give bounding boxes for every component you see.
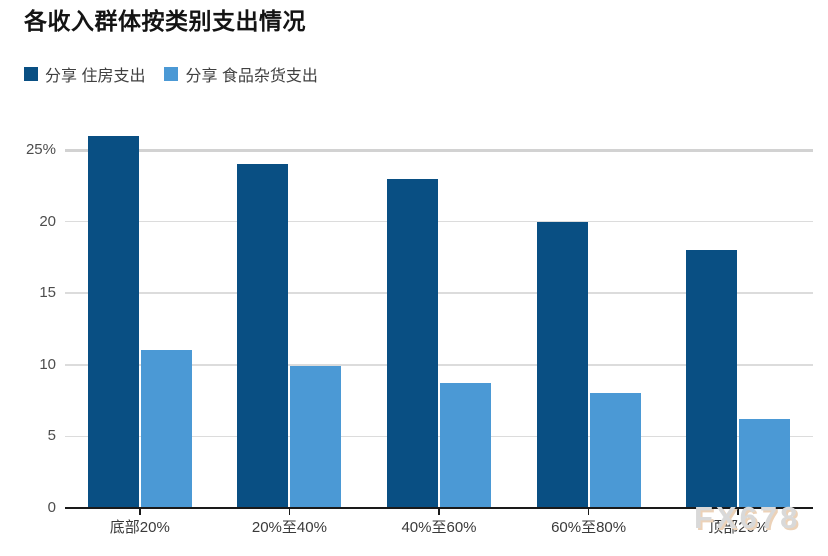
- gridline-5: [65, 435, 813, 438]
- watermark: FX678: [694, 500, 801, 535]
- x-axis-category-label: 40%至60%: [401, 519, 477, 536]
- x-axis-category-label: 底部20%: [109, 519, 170, 536]
- legend-item-1: 分享 食品杂货支出: [164, 62, 318, 86]
- y-axis-tick-label: 20: [39, 212, 56, 230]
- x-axis-tick: [587, 508, 590, 515]
- x-axis-category-label: 20%至40%: [251, 519, 327, 536]
- bar-groceries-0: [140, 350, 192, 508]
- legend-swatch-icon: [24, 67, 38, 81]
- x-axis-tick: [737, 508, 739, 515]
- bar-housing-3: [536, 221, 588, 508]
- bar-groceries-1: [290, 366, 342, 508]
- x-axis-category-label: 60%至80%: [551, 519, 627, 536]
- x-axis-line: [65, 506, 813, 509]
- gridline-25: [65, 148, 813, 152]
- bar-housing-4: [686, 250, 738, 508]
- y-axis-tick-label: 0: [47, 499, 56, 516]
- chart-title: 各收入群体按类别支出情况: [24, 8, 306, 34]
- legend-item-label: 分享 食品杂货支出: [185, 68, 318, 85]
- x-axis-tick: [438, 508, 440, 515]
- bar-groceries-4: [739, 419, 791, 508]
- bar-housing-2: [387, 178, 438, 508]
- bar-housing-1: [237, 164, 289, 508]
- bar-groceries-3: [589, 393, 641, 508]
- y-axis-tick-label: 25%: [25, 141, 56, 158]
- legend-swatch-icon: [164, 67, 179, 81]
- gridline-15: [65, 292, 813, 294]
- legend: 分享 住房支出 分享 食品杂货支出: [24, 62, 318, 86]
- bar-housing-0: [87, 135, 139, 508]
- legend-item-label: 分享 住房支出: [45, 68, 146, 85]
- gridline-10: [65, 364, 813, 366]
- y-axis-tick-label: 5: [47, 427, 56, 445]
- legend-item-0: 分享 住房支出: [24, 62, 145, 86]
- y-axis-tick-label: 10: [39, 355, 56, 373]
- x-axis-tick: [139, 508, 141, 515]
- bar-groceries-2: [440, 383, 491, 508]
- x-axis-category-label: 顶部20%: [708, 519, 769, 536]
- y-axis-tick-label: 15: [39, 284, 56, 302]
- gridline-20: [65, 220, 813, 223]
- x-axis-tick: [288, 508, 291, 515]
